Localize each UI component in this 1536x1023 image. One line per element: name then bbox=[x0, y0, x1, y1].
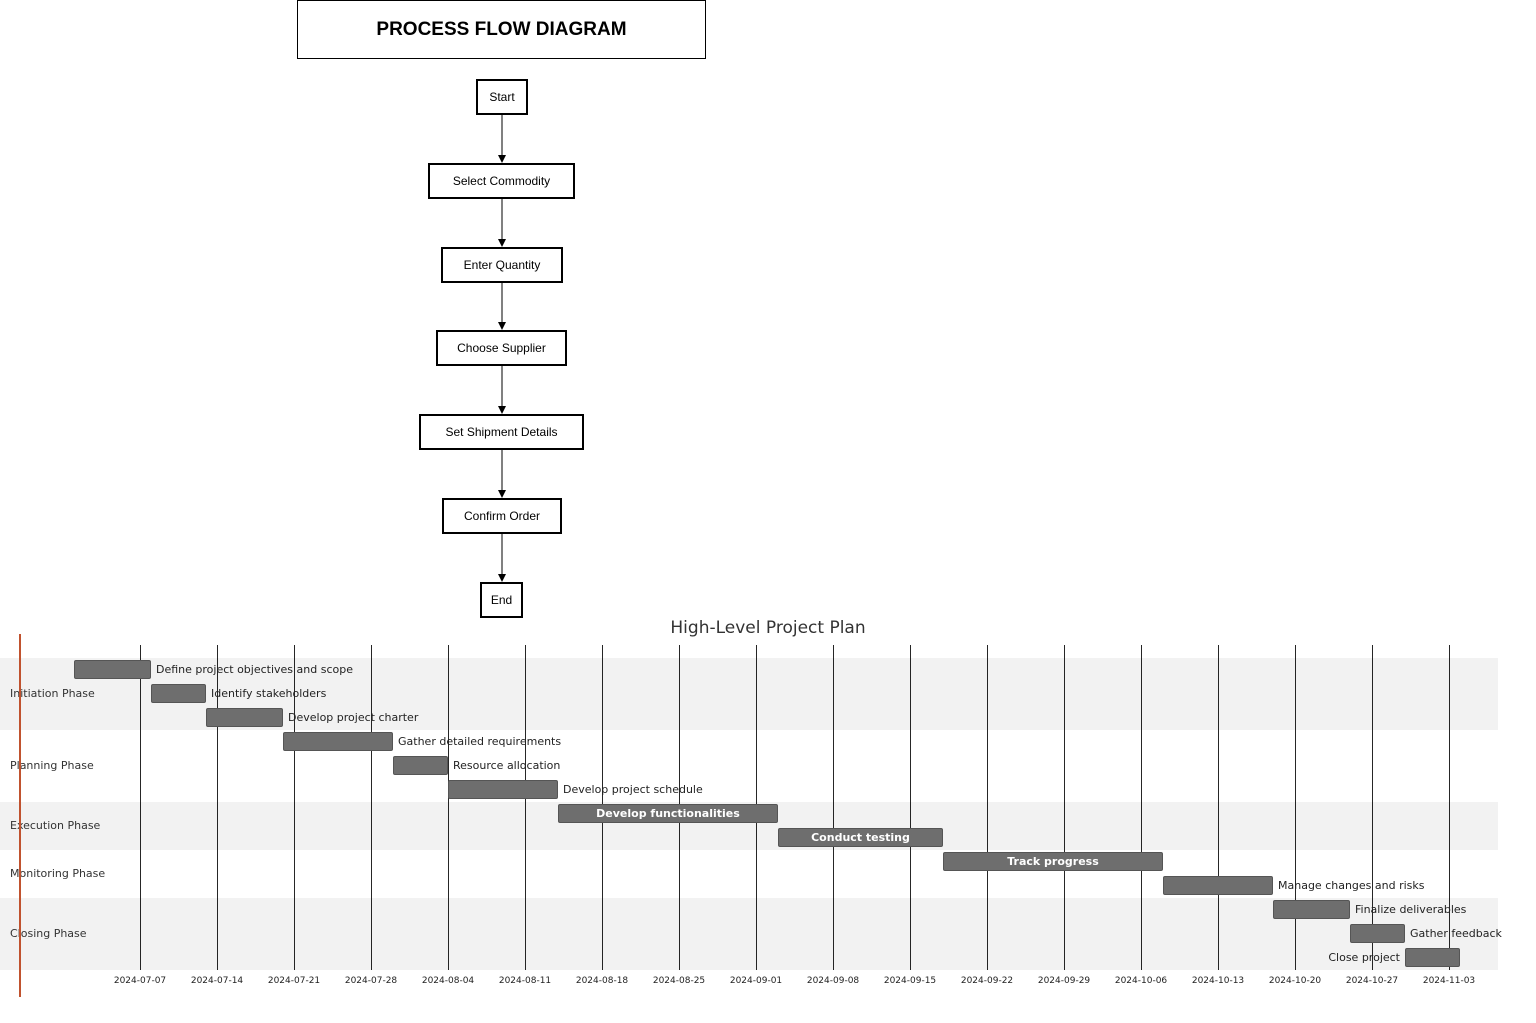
task-label: Close project bbox=[1328, 951, 1400, 964]
grid-line bbox=[1064, 645, 1065, 970]
flow-node-end: End bbox=[480, 582, 523, 618]
tick-label: 2024-08-25 bbox=[652, 976, 706, 986]
flow-node-enter-quantity: Enter Quantity bbox=[441, 247, 563, 283]
tick-label: 2024-11-03 bbox=[1422, 976, 1476, 986]
section-label: Monitoring Phase bbox=[10, 867, 106, 880]
tick-label: 2024-08-04 bbox=[421, 976, 475, 986]
task-bar[interactable] bbox=[393, 756, 448, 775]
task-bar[interactable] bbox=[206, 708, 283, 727]
section-label: Initiation Phase bbox=[10, 687, 95, 700]
tick-label: 2024-07-21 bbox=[267, 976, 321, 986]
grid-line bbox=[1372, 645, 1373, 970]
grid-line bbox=[140, 645, 141, 970]
task-label: Finalize deliverables bbox=[1355, 903, 1467, 916]
tick-label: 2024-10-13 bbox=[1191, 976, 1245, 986]
tick-label: 2024-09-29 bbox=[1037, 976, 1091, 986]
flow-diagram-title: PROCESS FLOW DIAGRAM bbox=[297, 0, 706, 59]
gantt-title: High-Level Project Plan bbox=[670, 618, 866, 638]
tick-label: 2024-09-22 bbox=[960, 976, 1014, 986]
flow-node-confirm-order: Confirm Order bbox=[442, 498, 562, 534]
tick-label: 2024-09-08 bbox=[806, 976, 860, 986]
flow-node-set-shipment-details: Set Shipment Details bbox=[419, 414, 584, 450]
task-bar[interactable] bbox=[1350, 924, 1405, 943]
task-bar[interactable] bbox=[74, 660, 151, 679]
grid-line bbox=[833, 645, 834, 970]
task-label: Develop project schedule bbox=[563, 783, 703, 796]
task-label: Conduct testing bbox=[811, 831, 910, 844]
flow-node-start: Start bbox=[476, 79, 528, 115]
task-bar[interactable]: Develop functionalities bbox=[558, 804, 778, 823]
section-band bbox=[0, 730, 1498, 802]
tick-label: 2024-10-20 bbox=[1268, 976, 1322, 986]
grid-line bbox=[525, 645, 526, 970]
grid-line bbox=[217, 645, 218, 970]
grid-line bbox=[1449, 645, 1450, 970]
tick-label: 2024-10-06 bbox=[1114, 976, 1168, 986]
task-bar[interactable] bbox=[448, 780, 558, 799]
flow-node-choose-supplier: Choose Supplier bbox=[436, 330, 567, 366]
section-label: Closing Phase bbox=[10, 927, 87, 940]
flow-node-select-commodity: Select Commodity bbox=[428, 163, 575, 199]
task-label: Gather detailed requirements bbox=[398, 735, 562, 748]
tick-label: 2024-09-15 bbox=[883, 976, 937, 986]
task-label: Manage changes and risks bbox=[1278, 879, 1425, 892]
tick-label: 2024-10-27 bbox=[1345, 976, 1399, 986]
task-label: Track progress bbox=[1007, 855, 1099, 868]
task-bar[interactable] bbox=[1273, 900, 1350, 919]
task-label: Resource allocation bbox=[453, 759, 561, 772]
tick-label: 2024-07-28 bbox=[344, 976, 398, 986]
grid-line bbox=[987, 645, 988, 970]
task-bar[interactable] bbox=[151, 684, 206, 703]
task-label: Define project objectives and scope bbox=[156, 663, 353, 676]
today-marker bbox=[19, 634, 21, 997]
task-bar[interactable]: Track progress bbox=[943, 852, 1163, 871]
tick-label: 2024-07-07 bbox=[113, 976, 167, 986]
task-label: Identify stakeholders bbox=[211, 687, 327, 700]
grid-line bbox=[294, 645, 295, 970]
task-bar[interactable]: Conduct testing bbox=[778, 828, 943, 847]
grid-line bbox=[1218, 645, 1219, 970]
grid-line bbox=[910, 645, 911, 970]
task-bar[interactable] bbox=[1163, 876, 1273, 895]
task-label: Develop functionalities bbox=[596, 807, 740, 820]
task-label: Gather feedback bbox=[1410, 927, 1502, 940]
grid-line bbox=[1141, 645, 1142, 970]
section-band bbox=[0, 898, 1498, 970]
section-label: Execution Phase bbox=[10, 819, 101, 832]
grid-line bbox=[448, 645, 449, 970]
grid-line bbox=[371, 645, 372, 970]
section-label: Planning Phase bbox=[10, 759, 94, 772]
task-label: Develop project charter bbox=[288, 711, 419, 724]
grid-line bbox=[1295, 645, 1296, 970]
section-band bbox=[0, 850, 1498, 898]
tick-label: 2024-08-18 bbox=[575, 976, 629, 986]
task-bar[interactable] bbox=[283, 732, 393, 751]
task-bar[interactable] bbox=[1405, 948, 1460, 967]
tick-label: 2024-09-01 bbox=[729, 976, 783, 986]
tick-label: 2024-08-11 bbox=[498, 976, 552, 986]
flow-connectors bbox=[498, 115, 506, 582]
tick-label: 2024-07-14 bbox=[190, 976, 244, 986]
